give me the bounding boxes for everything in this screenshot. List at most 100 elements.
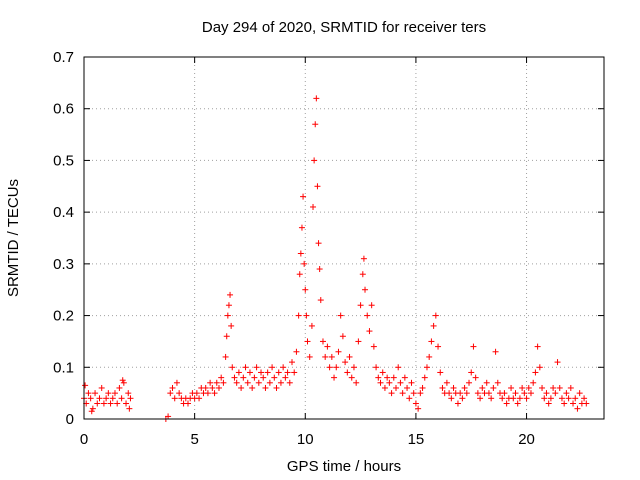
data-point [428,338,435,345]
data-point [227,291,234,298]
data-point [209,384,216,391]
data-point [554,359,561,366]
data-point [280,364,287,371]
data-point [479,384,486,391]
data-point [165,413,172,420]
data-point [466,379,473,386]
data-point [395,364,402,371]
data-point [512,390,519,397]
data-point [373,364,380,371]
data-point [463,390,470,397]
data-point [408,379,415,386]
data-point [470,343,477,350]
data-point [370,343,377,350]
data-point [100,400,107,407]
data-point [211,390,218,397]
data-point [572,395,579,402]
data-point [432,312,439,319]
data-point [207,379,214,386]
data-point [547,395,554,402]
data-point [258,369,265,376]
data-point [224,312,231,319]
data-point [362,286,369,293]
data-point [339,333,346,340]
data-point [303,312,310,319]
data-point [508,384,515,391]
data-point [545,400,552,407]
data-point [202,384,209,391]
data-point [87,395,94,402]
data-point [324,343,331,350]
data-point [319,338,326,345]
data-point [293,348,300,355]
x-tick-label: 0 [80,431,88,448]
data-point [94,400,101,407]
data-point [532,369,539,376]
data-point [295,312,302,319]
data-point [326,364,333,371]
data-point [527,390,534,397]
data-point [92,390,99,397]
data-point [516,395,523,402]
data-point [222,353,229,360]
data-point [474,390,481,397]
data-point [514,400,521,407]
data-point [417,390,424,397]
data-point [229,364,236,371]
data-point [273,384,280,391]
data-point [173,379,180,386]
data-point [315,240,322,247]
data-point [253,364,260,371]
data-point [556,384,563,391]
data-point [454,400,461,407]
data-point [114,400,121,407]
data-point [311,157,318,164]
data-point [300,193,307,200]
data-point [412,400,419,407]
data-point [393,384,399,391]
x-tick-label: 20 [518,431,535,448]
data-point [335,348,342,355]
data-point [302,286,309,293]
data-point [581,395,588,402]
data-point [552,390,559,397]
data-point [364,312,371,319]
data-point [238,384,245,391]
data-point [196,395,203,402]
data-point [125,390,132,397]
data-point [193,390,200,397]
data-point [377,379,384,386]
y-tick-label: 0.3 [53,256,74,273]
data-point [419,384,426,391]
data-point [306,353,313,360]
data-point [430,322,437,329]
data-point [176,390,183,397]
data-point [264,369,271,376]
data-point [126,405,133,412]
data-point [322,353,329,360]
data-point [244,379,251,386]
data-point [223,333,230,340]
data-point [167,390,174,397]
data-point [231,374,238,381]
data-point [404,384,411,391]
data-point [118,395,125,402]
data-point [530,379,537,386]
data-point [169,384,176,391]
data-point [240,374,247,381]
data-point [494,379,501,386]
data-point [350,364,357,371]
data-point [171,395,178,402]
data-point [366,328,373,335]
data-point [220,379,227,386]
data-point [109,395,116,402]
data-point [291,369,298,376]
data-point [218,374,225,381]
y-tick-label: 0 [66,411,74,428]
data-point [289,359,295,366]
data-point [328,353,335,360]
data-point [213,379,220,386]
data-point [277,379,284,386]
data-point [301,260,308,267]
data-point [388,390,395,397]
